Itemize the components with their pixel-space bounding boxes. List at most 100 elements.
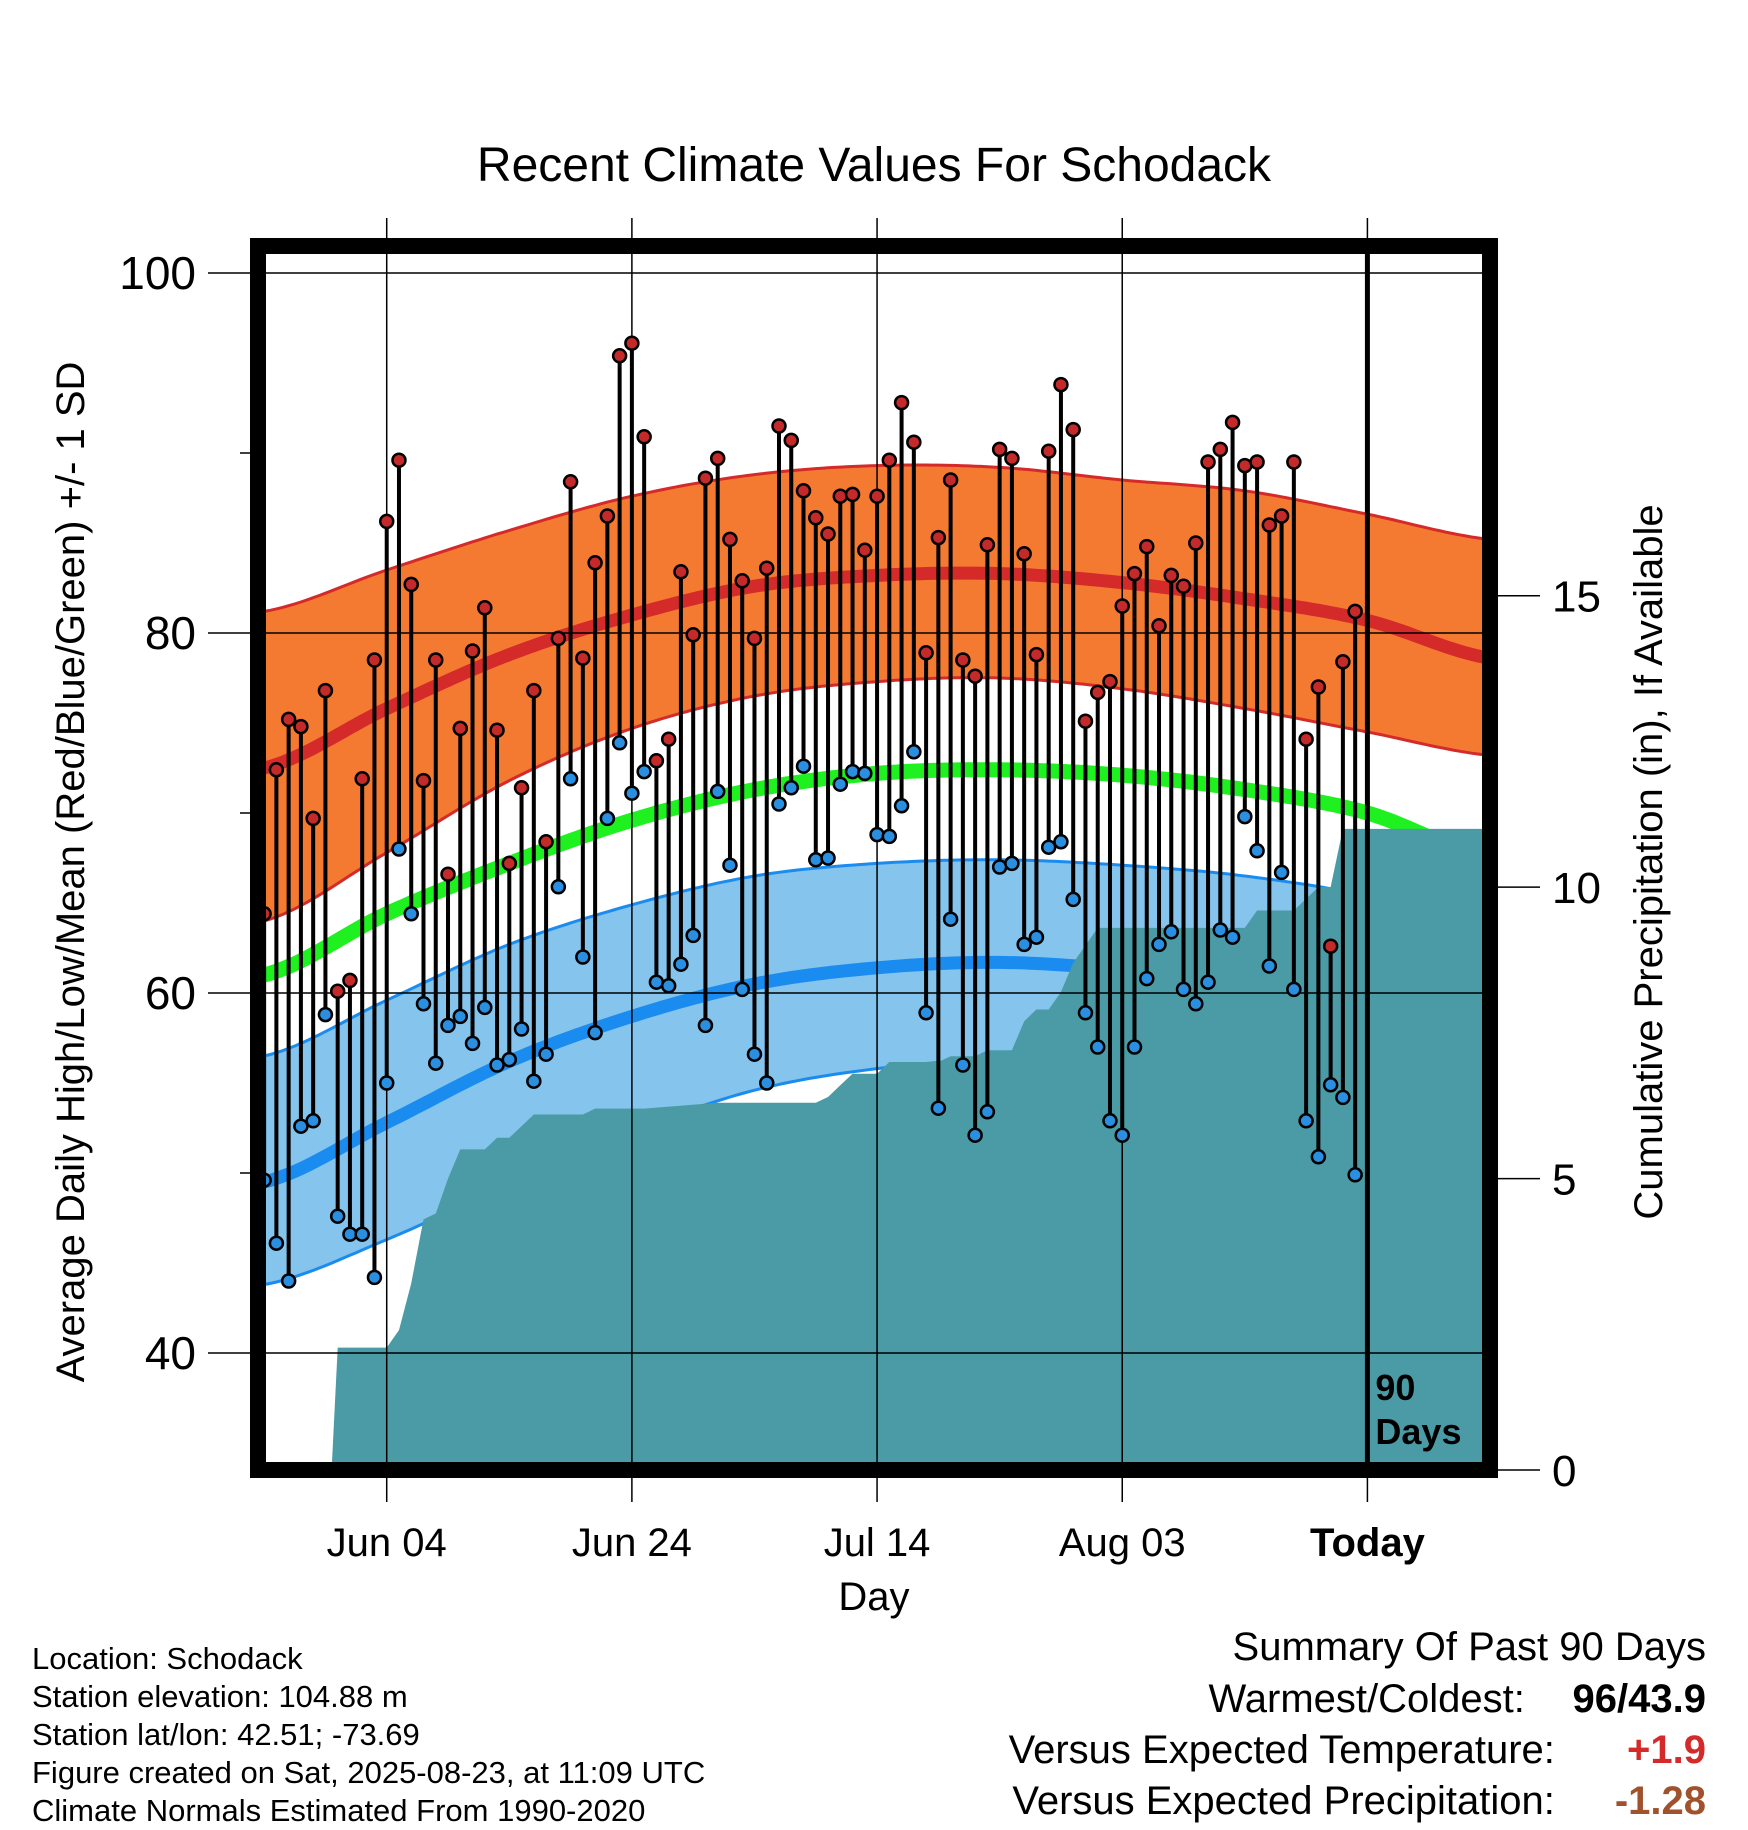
daily-high-point <box>1212 441 1229 458</box>
daily-high-point <box>709 450 726 467</box>
daily-high-point <box>1040 443 1057 459</box>
daily-low-point <box>280 1273 297 1289</box>
daily-low-point <box>746 1046 763 1062</box>
meta-elevation: Station elevation: 104.88 m <box>32 1679 408 1714</box>
daily-high-point <box>611 348 628 364</box>
today-label-days: Days <box>1375 1411 1461 1452</box>
daily-low-point <box>942 911 959 927</box>
y-tick-label: 40 <box>145 1327 196 1379</box>
daily-low-point <box>795 758 812 774</box>
x-tick-label: Today <box>1310 1521 1426 1565</box>
summary-warmest-coldest: Warmest/Coldest: 96/43.9 <box>1209 1677 1707 1722</box>
daily-high-point <box>979 537 996 553</box>
summary-precipitation-label: Versus Expected Precipitation: <box>1012 1779 1555 1823</box>
summary-precipitation: Versus Expected Precipitation: -1.28 <box>1012 1779 1706 1824</box>
summary-coldest: 43.9 <box>1628 1677 1706 1721</box>
y-tick-label: 60 <box>145 967 196 1019</box>
daily-high-point <box>1053 376 1069 393</box>
plot-area <box>258 246 1490 1470</box>
meta-latlon: Station lat/lon: 42.51; -73.69 <box>32 1717 420 1752</box>
daily-high-point <box>293 718 309 735</box>
daily-low-point <box>1224 929 1241 945</box>
daily-low-point <box>869 826 885 843</box>
daily-high-point <box>991 441 1008 458</box>
daily-low-point <box>415 996 432 1012</box>
daily-low-point <box>329 1208 346 1224</box>
daily-high-point <box>575 650 591 666</box>
daily-low-point <box>391 841 407 857</box>
daily-high-point <box>734 573 750 589</box>
daily-low-point <box>722 857 738 873</box>
daily-low-point <box>697 1017 714 1034</box>
summary-temperature: Versus Expected Temperature: +1.9 <box>1009 1728 1706 1773</box>
daily-high-point <box>587 555 603 571</box>
daily-high-point <box>1077 713 1094 729</box>
y2-tick-label: 5 <box>1552 1156 1576 1205</box>
summary-precipitation-value: -1.28 <box>1614 1779 1706 1823</box>
daily-low-point <box>991 859 1008 875</box>
daily-low-point <box>758 1075 775 1091</box>
daily-low-point <box>501 1051 518 1068</box>
daily-low-point <box>366 1269 383 1286</box>
daily-high-point <box>280 711 297 728</box>
daily-low-point <box>513 1021 530 1037</box>
daily-high-point <box>918 645 934 661</box>
daily-low-point <box>955 1057 971 1073</box>
daily-low-point <box>1028 929 1045 945</box>
daily-low-point <box>1188 996 1204 1012</box>
daily-high-point <box>660 731 677 747</box>
daily-high-point <box>550 630 567 647</box>
daily-low-point <box>930 1100 947 1116</box>
daily-high-point <box>526 682 542 699</box>
daily-high-point <box>844 486 861 503</box>
summary-temperature-label: Versus Expected Temperature: <box>1008 1728 1555 1772</box>
daily-high-point <box>1273 508 1290 524</box>
daily-high-point <box>415 772 432 789</box>
daily-low-point <box>1016 936 1032 953</box>
daily-high-point <box>354 771 370 787</box>
daily-high-point <box>746 630 763 647</box>
daily-high-point <box>366 652 383 668</box>
daily-high-point <box>403 576 419 593</box>
meta-created: Figure created on Sat, 2025-08-23, at 11… <box>32 1755 706 1790</box>
daily-low-point <box>832 776 849 792</box>
x-tick-label: Jul 14 <box>824 1521 931 1565</box>
daily-high-point <box>391 452 407 468</box>
daily-high-point <box>1286 454 1302 470</box>
daily-low-point <box>403 906 419 922</box>
daily-low-point <box>440 1017 456 1034</box>
daily-high-point <box>685 627 701 643</box>
daily-high-point <box>489 722 505 738</box>
daily-low-point <box>611 735 628 751</box>
daily-low-point <box>636 763 652 780</box>
daily-high-point <box>783 432 800 449</box>
summary-heading: Summary Of Past 90 Days <box>1232 1625 1706 1669</box>
y-tick-label: 80 <box>145 607 196 659</box>
meta-normals: Climate Normals Estimated From 1990-2020 <box>32 1793 646 1828</box>
daily-low-point <box>1139 970 1155 987</box>
daily-high-point <box>562 474 579 490</box>
plot-frame <box>250 238 1498 1478</box>
daily-low-point <box>624 785 640 801</box>
daily-high-point <box>722 531 738 548</box>
daily-low-point <box>685 927 701 944</box>
daily-low-point <box>1114 1127 1130 1143</box>
daily-high-point <box>1089 684 1106 701</box>
daily-high-point <box>893 394 910 411</box>
daily-high-point <box>820 526 836 542</box>
summary-temperature-value: +1.9 <box>1627 1728 1706 1772</box>
daily-low-point <box>575 949 591 965</box>
daily-high-point <box>881 452 898 468</box>
daily-high-point <box>1335 654 1351 670</box>
daily-high-point <box>1249 454 1265 470</box>
daily-high-point <box>636 429 652 445</box>
x-axis-label: Day <box>838 1575 910 1619</box>
daily-low-point <box>1249 843 1265 859</box>
daily-high-point <box>1310 679 1327 695</box>
daily-low-point <box>1322 1077 1339 1093</box>
chart-title: Recent Climate Values For Schodack <box>476 139 1272 192</box>
today-label-days-count: 90 <box>1375 1367 1415 1408</box>
daily-high-point <box>648 753 665 769</box>
daily-high-point <box>832 488 849 504</box>
